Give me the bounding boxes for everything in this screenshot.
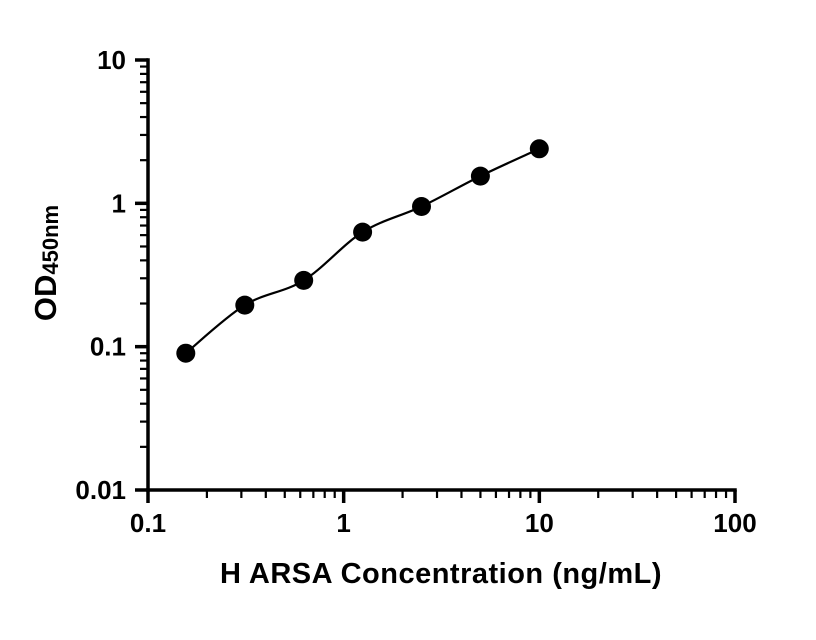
data-point-6 — [529, 139, 549, 159]
data-point-1 — [235, 295, 255, 315]
y-axis-label-sub: 450nm — [38, 204, 63, 275]
x-axis-label: H ARSA Concentration (ng/mL) — [220, 558, 662, 590]
y-tick-label: 1 — [112, 188, 126, 218]
y-tick-label: 10 — [97, 45, 126, 75]
data-point-3 — [353, 222, 373, 242]
y-tick-label: 0.1 — [90, 332, 126, 362]
data-point-0 — [176, 343, 196, 363]
y-axis-label: OD450nm — [28, 205, 64, 321]
x-tick-label: 10 — [525, 508, 554, 538]
x-tick-label: 0.1 — [130, 508, 166, 538]
y-axis-label-main: OD — [28, 274, 63, 322]
data-point-5 — [470, 166, 490, 186]
x-tick-label: 1 — [336, 508, 350, 538]
y-tick-label: 0.01 — [75, 475, 126, 505]
x-tick-label: 100 — [713, 508, 756, 538]
data-point-2 — [294, 270, 314, 290]
data-point-4 — [412, 197, 431, 216]
